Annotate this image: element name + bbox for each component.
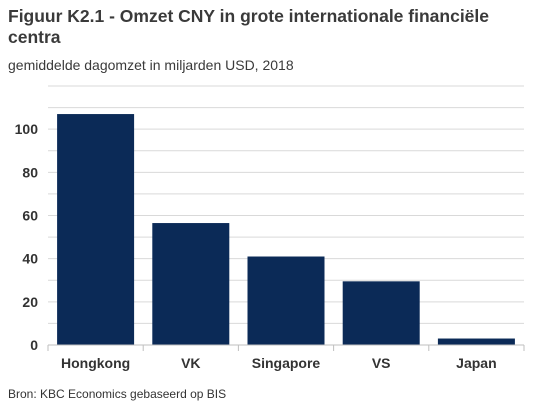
axis-layer xyxy=(47,344,525,351)
y-axis-ticks: 0 20 40 60 80 100 xyxy=(15,121,39,353)
bars xyxy=(57,114,515,345)
y-tick-label: 80 xyxy=(22,164,38,180)
bar-singapore xyxy=(247,256,325,345)
y-tick-label: 100 xyxy=(15,121,39,137)
x-category-label: VS xyxy=(372,355,391,371)
x-category-label: VK xyxy=(181,355,200,371)
x-axis-categories: Hongkong VK Singapore VS Japan xyxy=(61,355,497,371)
y-tick-label: 60 xyxy=(22,208,38,224)
bar-japan xyxy=(437,338,515,345)
bar-vs xyxy=(342,281,420,345)
chart-subtitle: gemiddelde dagomzet in miljarden USD, 20… xyxy=(8,57,294,73)
x-category-label: Japan xyxy=(456,355,496,371)
bar-hongkong xyxy=(57,114,135,345)
x-category-label: Singapore xyxy=(252,355,321,371)
bar-vk xyxy=(152,223,230,345)
x-category-label: Hongkong xyxy=(61,355,130,371)
y-tick-label: 20 xyxy=(22,294,38,310)
y-tick-label: 40 xyxy=(22,251,38,267)
chart-title: Figuur K2.1 - Omzet CNY in grote interna… xyxy=(8,6,490,47)
y-tick-label: 0 xyxy=(30,337,38,353)
source-note: Bron: KBC Economics gebaseerd op BIS xyxy=(8,387,227,401)
